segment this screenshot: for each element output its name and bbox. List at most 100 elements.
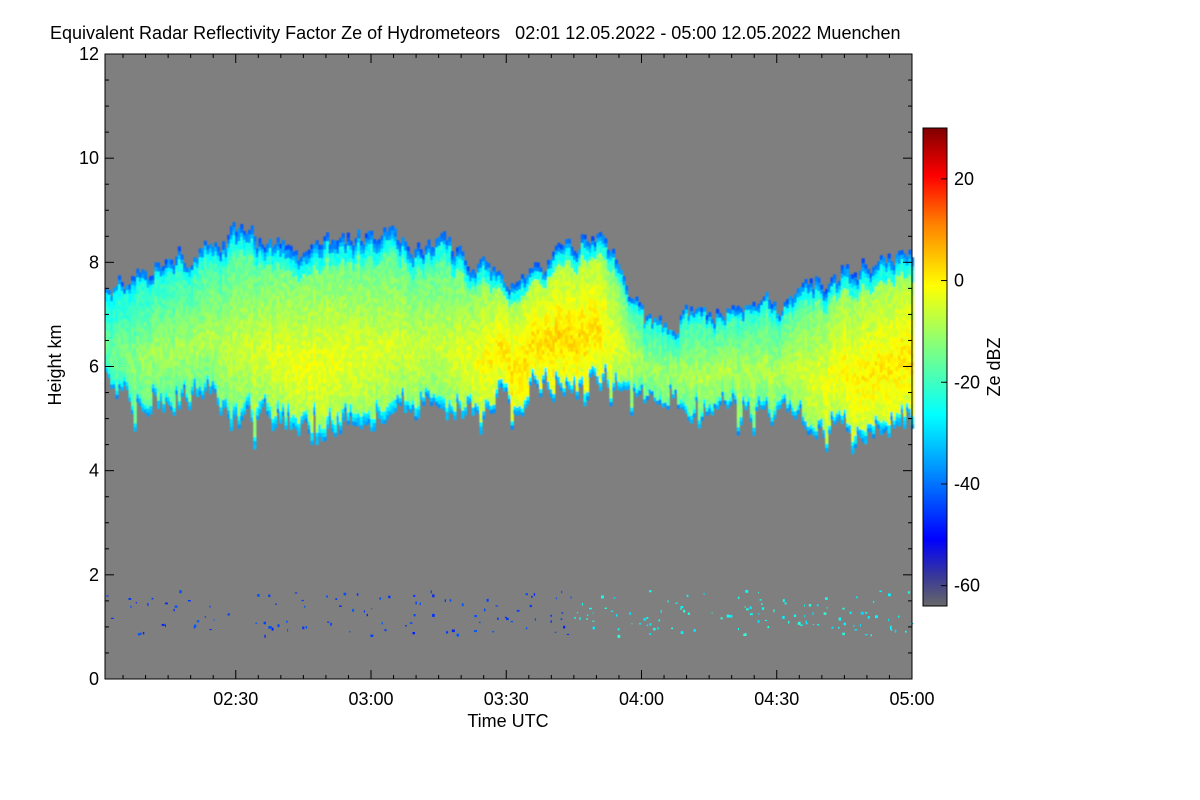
reflectivity-cell	[172, 281, 176, 287]
reflectivity-cell	[383, 277, 387, 283]
reflectivity-cell	[253, 244, 257, 250]
reflectivity-cell	[354, 275, 358, 281]
reflectivity-cell	[235, 285, 239, 291]
reflectivity-cell	[170, 293, 174, 298]
reflectivity-cell	[242, 251, 246, 257]
reflectivity-cell	[201, 365, 205, 370]
reflectivity-cell	[198, 256, 202, 262]
reflectivity-cell	[302, 377, 306, 383]
reflectivity-cell	[417, 259, 421, 264]
reflectivity-cell	[419, 286, 423, 292]
reflectivity-cell	[240, 411, 244, 417]
reflectivity-cell	[424, 350, 428, 355]
reflectivity-cell	[164, 296, 168, 302]
reflectivity-cell	[276, 258, 280, 263]
reflectivity-cell	[367, 356, 371, 361]
reflectivity-cell	[274, 365, 278, 371]
reflectivity-cell	[406, 246, 410, 252]
reflectivity-cell	[151, 312, 155, 318]
reflectivity-cell	[367, 285, 371, 290]
reflectivity-cell	[341, 337, 345, 343]
reflectivity-cell	[292, 347, 296, 353]
reflectivity-cell	[162, 316, 166, 321]
reflectivity-cell	[118, 375, 122, 381]
reflectivity-cell	[430, 401, 434, 406]
reflectivity-cell	[411, 291, 415, 297]
reflectivity-cell	[372, 264, 376, 269]
reflectivity-cell	[352, 341, 356, 347]
reflectivity-cell	[339, 425, 343, 430]
reflectivity-cell	[346, 407, 350, 413]
reflectivity-cell	[344, 356, 348, 362]
reflectivity-cell	[294, 421, 298, 426]
reflectivity-cell	[248, 304, 252, 310]
reflectivity-cell	[263, 251, 267, 257]
reflectivity-cell	[235, 373, 239, 378]
reflectivity-cell	[240, 253, 244, 258]
reflectivity-cell	[118, 287, 122, 293]
reflectivity-cell	[417, 346, 421, 352]
reflectivity-cell	[307, 291, 311, 297]
reflectivity-cell	[276, 308, 280, 313]
reflectivity-cell	[404, 349, 408, 355]
reflectivity-cell	[365, 325, 369, 330]
reflectivity-cell	[409, 378, 413, 384]
reflectivity-cell	[250, 250, 254, 256]
reflectivity-cell	[341, 249, 345, 255]
reflectivity-cell	[385, 247, 389, 253]
reflectivity-cell	[201, 265, 205, 270]
reflectivity-cell	[388, 298, 392, 303]
reflectivity-cell	[359, 336, 363, 342]
reflectivity-cell	[167, 342, 171, 347]
reflectivity-cell	[414, 361, 418, 367]
reflectivity-cell	[193, 382, 197, 388]
reflectivity-cell	[398, 363, 402, 369]
reflectivity-cell	[378, 276, 382, 282]
reflectivity-cell	[281, 240, 285, 245]
reflectivity-cell	[339, 341, 343, 347]
reflectivity-cell	[357, 292, 361, 297]
reflectivity-cell	[232, 363, 236, 369]
reflectivity-cell	[276, 349, 280, 355]
reflectivity-cell	[375, 394, 379, 400]
reflectivity-cell	[432, 276, 436, 282]
reflectivity-cell	[294, 262, 298, 268]
reflectivity-cell	[310, 352, 314, 358]
reflectivity-cell	[250, 242, 254, 247]
reflectivity-cell	[281, 298, 285, 304]
reflectivity-cell	[349, 315, 353, 321]
reflectivity-cell	[419, 324, 423, 329]
reflectivity-cell	[203, 319, 207, 325]
reflectivity-cell	[432, 359, 436, 365]
reflectivity-cell	[411, 312, 415, 318]
reflectivity-cell	[245, 245, 249, 251]
reflectivity-cell	[240, 386, 244, 392]
reflectivity-cell	[206, 324, 210, 330]
reflectivity-cell	[370, 384, 374, 390]
reflectivity-cell	[255, 306, 259, 312]
reflectivity-cell	[258, 296, 262, 301]
reflectivity-cell	[149, 363, 153, 369]
reflectivity-cell	[378, 380, 382, 386]
reflectivity-cell	[370, 376, 374, 382]
reflectivity-cell	[284, 408, 288, 413]
reflectivity-cell	[430, 371, 434, 377]
reflectivity-cell	[180, 338, 184, 343]
reflectivity-cell	[404, 249, 408, 255]
reflectivity-cell	[105, 329, 109, 335]
reflectivity-cell	[162, 328, 166, 334]
reflectivity-cell	[222, 249, 226, 255]
reflectivity-cell	[261, 273, 265, 279]
reflectivity-cell	[201, 394, 205, 400]
reflectivity-cell	[198, 369, 202, 374]
reflectivity-cell	[354, 259, 358, 264]
reflectivity-cell	[294, 375, 298, 381]
reflectivity-cell	[261, 352, 265, 358]
reflectivity-cell	[211, 297, 215, 302]
reflectivity-cell	[180, 288, 184, 293]
reflectivity-cell	[138, 364, 142, 370]
reflectivity-cell	[362, 277, 366, 283]
reflectivity-cell	[271, 393, 275, 398]
reflectivity-cell	[115, 310, 119, 316]
reflectivity-cell	[404, 391, 408, 397]
